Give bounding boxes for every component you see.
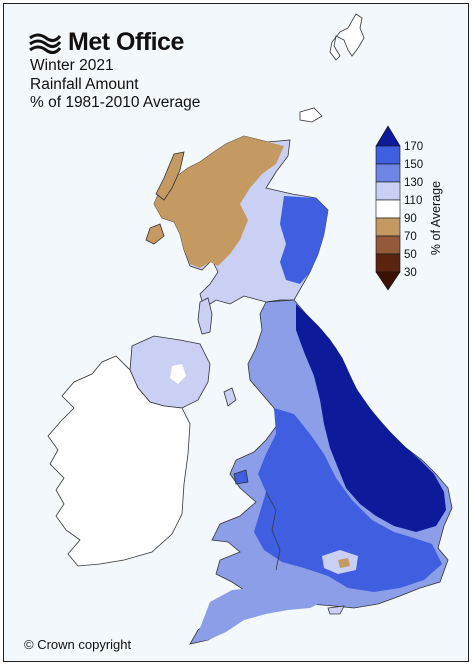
copyright-notice: © Crown copyright: [24, 637, 132, 652]
title-line-units: % of 1981-2010 Average: [30, 94, 201, 111]
anglesey: [233, 469, 249, 485]
legend-title: % of Average: [429, 180, 443, 256]
title-line-period: Winter 2021: [30, 57, 114, 74]
ireland-no-data: [47, 355, 191, 567]
title-line-variable: Rainfall Amount: [30, 75, 139, 93]
legend-tick-label: 70: [404, 231, 417, 243]
orkney-islands: [299, 107, 323, 123]
central-england-wet: [254, 408, 442, 592]
uk-rainfall-map: 170 150 130 110 90 70 50 30: [47, 13, 453, 645]
legend-bin-90-110: [375, 199, 401, 219]
kintyre: [197, 297, 213, 335]
legend-bin-70-90: [375, 217, 401, 237]
waves-icon: [29, 33, 62, 54]
lough-neagh: [170, 364, 186, 384]
isle-of-wight: [327, 605, 345, 615]
south-west-moderate: [194, 588, 322, 642]
scotland-england-border: [265, 299, 294, 303]
legend-tick-label: 30: [404, 267, 417, 279]
london-dry-spot: [338, 558, 350, 568]
legend-tick-label: 90: [404, 213, 417, 225]
legend-bin-110-130: [375, 181, 401, 201]
map-title-block: Winter 2021 Rainfall Amount % of 1981-20…: [30, 57, 200, 113]
eastern-england-very-wet: [296, 304, 446, 532]
legend-bin-below-30: [375, 271, 401, 291]
legend-bin-150-170: [375, 145, 401, 165]
legend-tick-label: 50: [404, 249, 417, 261]
legend-bin-above-170: [375, 125, 401, 147]
isle-of-man: [223, 387, 237, 407]
map-frame: 170 150 130 110 90 70 50 30 Met Office W…: [3, 3, 469, 662]
legend-tick-label: 110: [404, 195, 422, 207]
legend-tick-label: 130: [404, 177, 423, 189]
inner-islands: [145, 223, 165, 245]
logo-wordmark: Met Office: [68, 28, 184, 56]
wales-border: [265, 491, 281, 571]
scotland-east-wet: [280, 196, 328, 284]
legend-bin-30-50: [375, 253, 401, 273]
legend-bin-50-70: [375, 235, 401, 255]
met-office-logo: Met Office: [28, 28, 184, 57]
legend-bin-130-150: [375, 163, 401, 183]
legend-colorbar: 170 150 130 110 90 70 50 30: [375, 125, 423, 291]
highlands-dry-region: [154, 136, 284, 268]
legend-tick-label: 150: [404, 159, 423, 171]
legend-title-wrapper: % of Average: [429, 164, 443, 274]
shetland-islands: [329, 13, 365, 61]
legend-tick-label: 170: [404, 141, 423, 153]
outer-hebrides: [155, 151, 185, 201]
